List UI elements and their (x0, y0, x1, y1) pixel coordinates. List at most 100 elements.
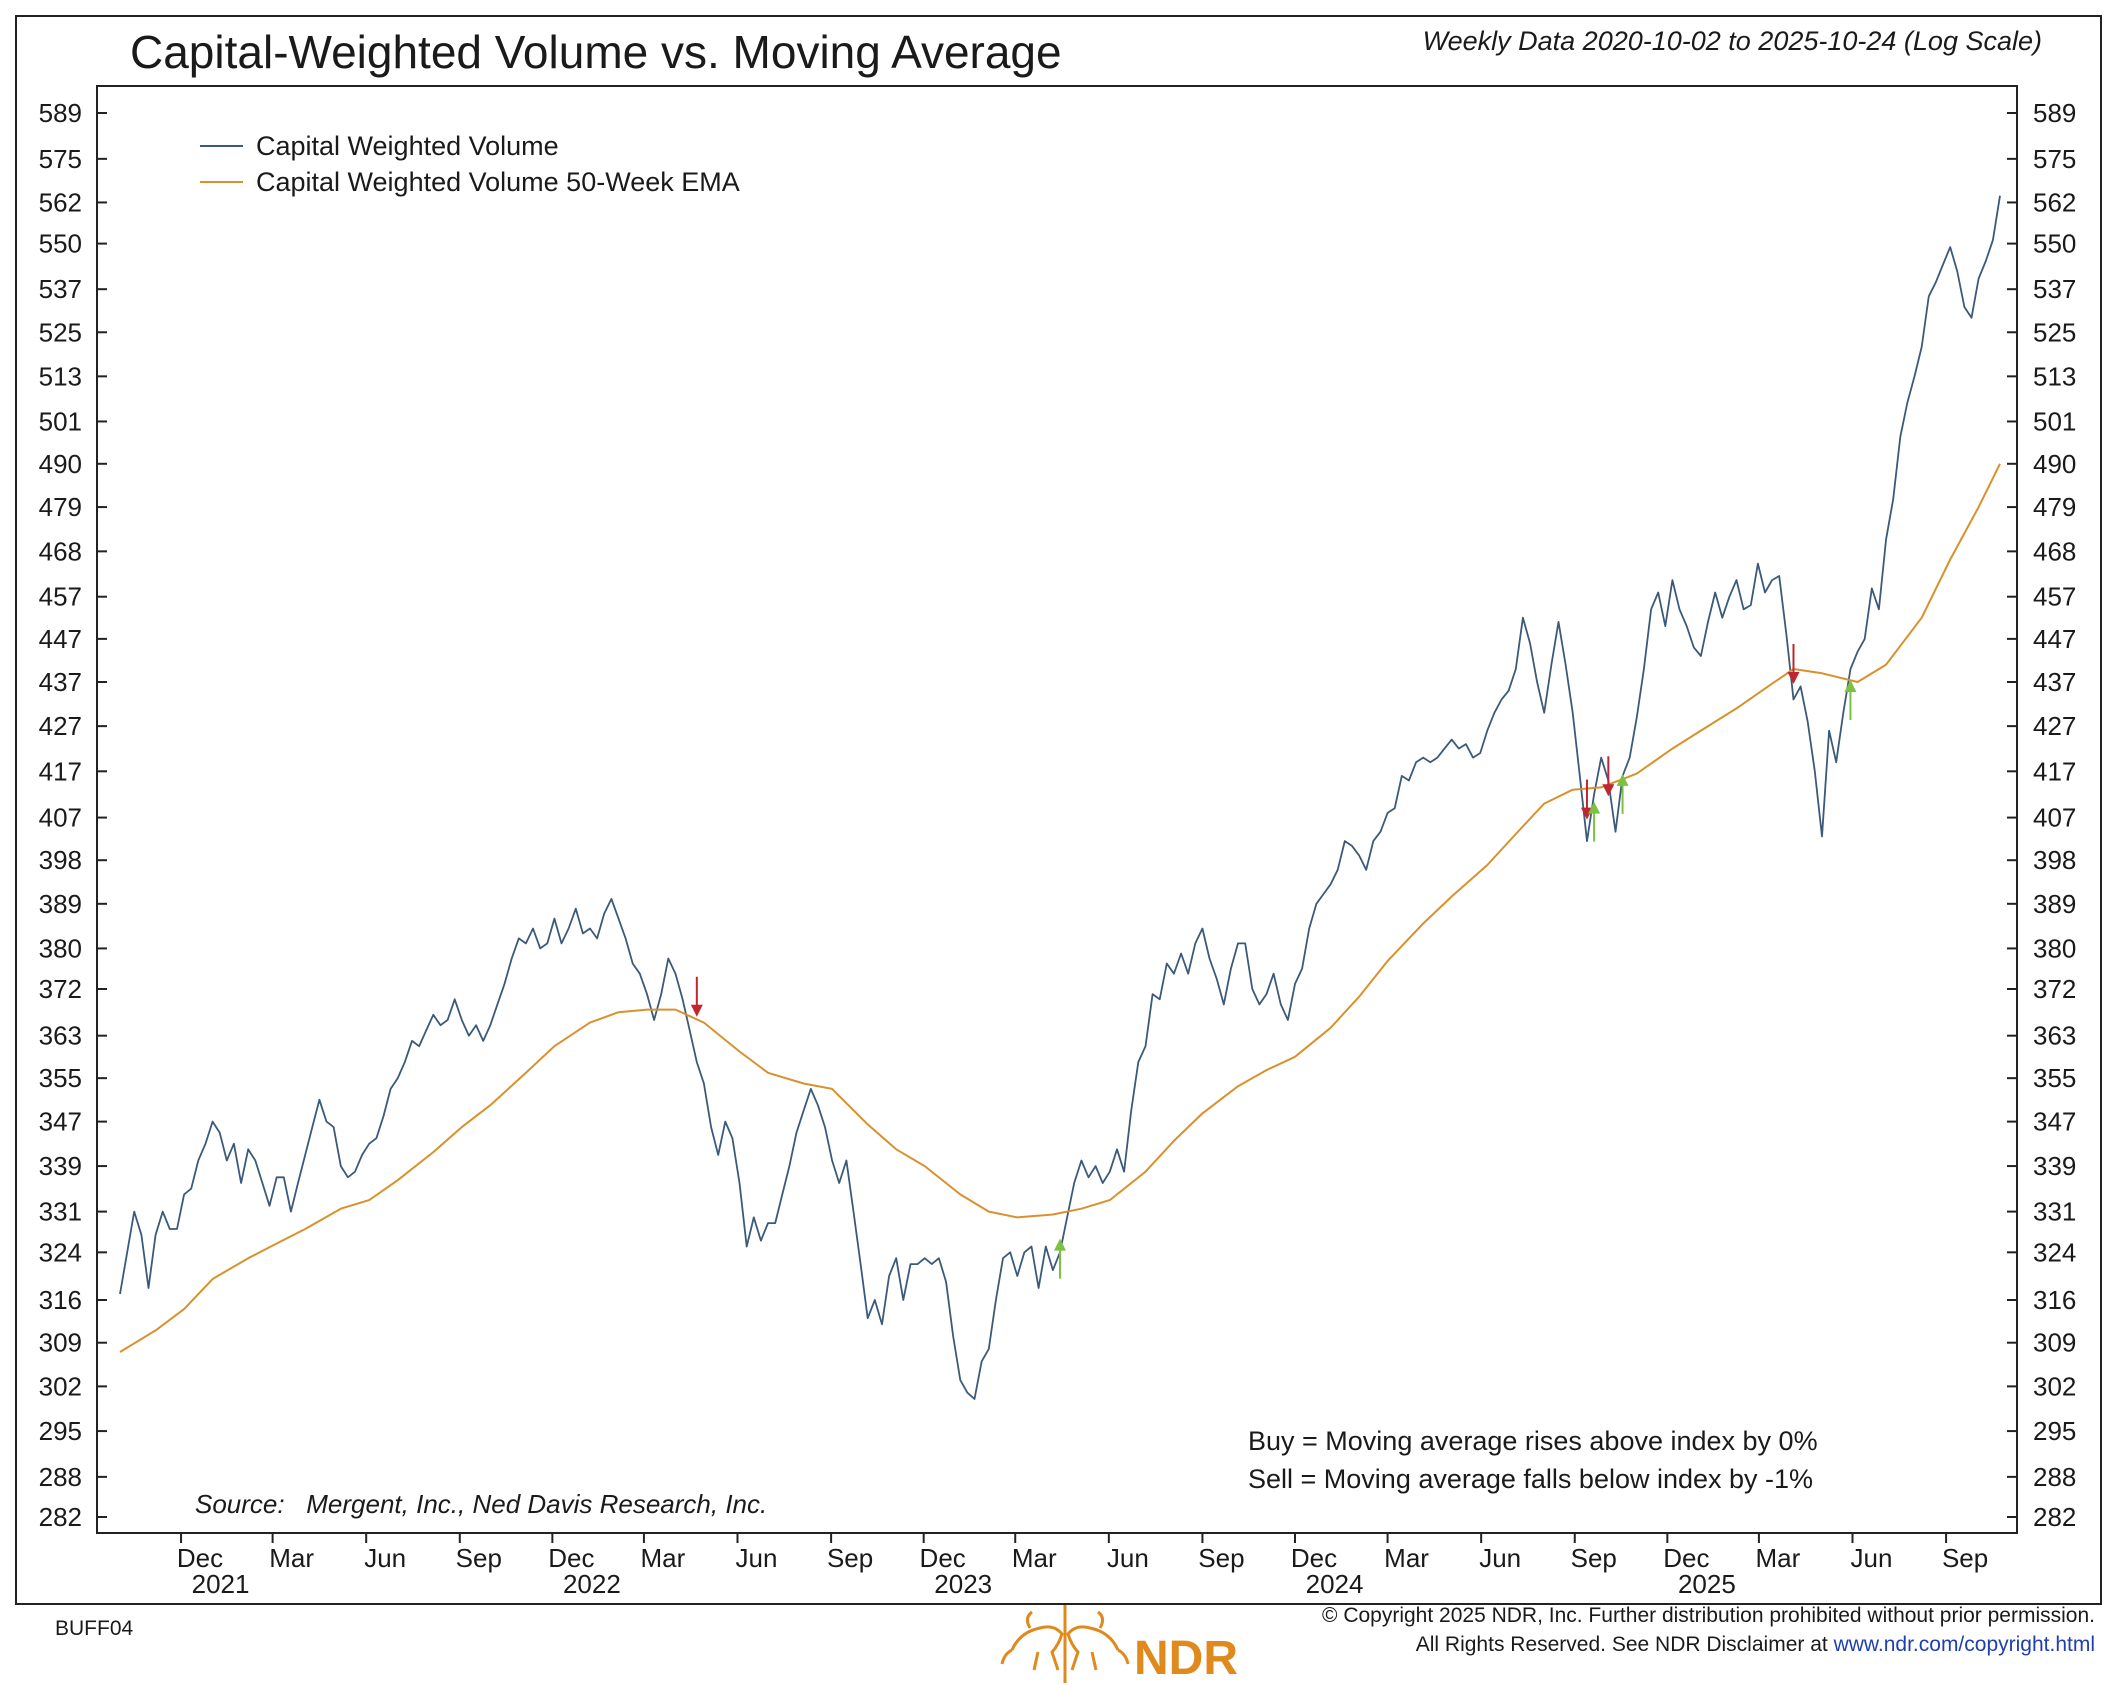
copyright-line-2: All Rights Reserved. See NDR Disclaimer … (1416, 1633, 2095, 1656)
buy-signal-arrow (1844, 680, 1857, 721)
y-tick-label-right: 347 (2033, 1107, 2076, 1137)
plot-area (96, 85, 2018, 1534)
y-tick-label-right: 575 (2033, 144, 2076, 174)
y-tick-label-left: 331 (39, 1197, 82, 1227)
y-tick-label-right: 302 (2033, 1371, 2076, 1401)
y-tick-label-right: 457 (2033, 582, 2076, 612)
x-tick-label: Mar (641, 1543, 686, 1573)
y-tick-label-left: 437 (39, 667, 82, 697)
y-tick-label-right: 407 (2033, 803, 2076, 833)
y-tick-label-left: 501 (39, 406, 82, 436)
y-tick-label-left: 295 (39, 1416, 82, 1446)
sell-signal-arrow (1787, 644, 1800, 685)
y-tick-label-right: 363 (2033, 1021, 2076, 1051)
y-tick-label-left: 468 (39, 536, 82, 566)
y-tick-label-right: 537 (2033, 274, 2076, 304)
buy-signal-arrow (1616, 773, 1629, 814)
y-tick-label-left: 282 (39, 1502, 82, 1532)
y-tick-label-left: 417 (39, 756, 82, 786)
buy-arrow-head (1616, 773, 1629, 786)
y-tick-label-right: 479 (2033, 492, 2076, 522)
y-tick-label-left: 302 (39, 1371, 82, 1401)
x-tick-label: Mar (1012, 1543, 1057, 1573)
x-tick-label: Sep (1942, 1543, 1988, 1573)
signal-layer (690, 644, 1857, 1279)
y-tick-label-left: 550 (39, 229, 82, 259)
y-tick-label-left: 398 (39, 845, 82, 875)
y-tick-label-right: 316 (2033, 1285, 2076, 1315)
x-axis: Dec Mar Jun Sep Dec Mar Jun Sep Dec Mar Jun Sep Dec M… (177, 1533, 1988, 1599)
y-tick-label-right: 282 (2033, 1502, 2076, 1532)
buy-signal-arrow (1588, 801, 1601, 842)
chart-frame (15, 15, 2102, 1605)
y-tick-label-left: 525 (39, 317, 82, 347)
y-tick-label-left: 380 (39, 933, 82, 963)
chart-subtitle: Weekly Data 2020-10-02 to 2025-10-24 (Lo… (1423, 26, 2042, 56)
x-tick-label: Sep (456, 1543, 502, 1573)
y-tick-label-left: 447 (39, 624, 82, 654)
y-tick-label-right: 589 (2033, 98, 2076, 128)
x-tick-label: Mar (1384, 1543, 1429, 1573)
y-tick-label-left: 490 (39, 449, 82, 479)
copyright-line-1: © Copyright 2025 NDR, Inc. Further distr… (1322, 1604, 2095, 1627)
y-tick-label-left: 537 (39, 274, 82, 304)
chart-code: BUFF04 (55, 1617, 134, 1640)
y-tick-label-right: 490 (2033, 449, 2076, 479)
y-tick-label-left: 457 (39, 582, 82, 612)
y-tick-label-right: 550 (2033, 229, 2076, 259)
legend-label-ema: Capital Weighted Volume 50-Week EMA (256, 167, 740, 197)
x-tick-label: Dec (177, 1543, 223, 1573)
sell-signal-arrow (1602, 756, 1615, 797)
chart-title: Capital-Weighted Volume vs. Moving Avera… (130, 26, 1062, 78)
legend-label-cwv: Capital Weighted Volume (256, 131, 559, 161)
x-tick-label: Jun (736, 1543, 778, 1573)
sell-rule-note: Sell = Moving average falls below index … (1248, 1464, 1813, 1494)
y-tick-label-left: 589 (39, 98, 82, 128)
y-tick-label-left: 575 (39, 144, 82, 174)
y-tick-label-left: 562 (39, 187, 82, 217)
y-tick-label-right: 339 (2033, 1151, 2076, 1181)
x-tick-label: Dec (920, 1543, 966, 1573)
series-line-50-week-ema (119, 463, 2001, 1353)
y-tick-label-right: 389 (2033, 889, 2076, 919)
ndr-logo-text: NDR (1134, 1632, 1238, 1685)
x-tick-label: Jun (1479, 1543, 1521, 1573)
y-tick-label-right: 501 (2033, 406, 2076, 436)
y-tick-label-right: 447 (2033, 624, 2076, 654)
copyright-text: All Rights Reserved. See NDR Disclaimer … (1416, 1633, 1828, 1656)
x-year-label: 2023 (934, 1569, 992, 1599)
y-tick-label-right: 355 (2033, 1063, 2076, 1093)
buy-signal-arrow (1054, 1238, 1066, 1279)
y-tick-label-left: 513 (39, 361, 82, 391)
sell-arrow-head (1602, 784, 1615, 797)
x-tick-label: Sep (827, 1543, 873, 1573)
x-tick-label: Mar (269, 1543, 314, 1573)
x-tick-label: Dec (1291, 1543, 1337, 1573)
x-tick-label: Jun (1107, 1543, 1149, 1573)
x-tick-label: Sep (1198, 1543, 1244, 1573)
y-tick-label-right: 513 (2033, 361, 2076, 391)
source-note: Source: Mergent, Inc., Ned Davis Researc… (195, 1489, 767, 1519)
y-tick-label-right: 525 (2033, 317, 2076, 347)
y-tick-label-left: 324 (39, 1237, 82, 1267)
x-year-label: 2022 (563, 1569, 621, 1599)
y-tick-label-right: 427 (2033, 711, 2076, 741)
x-tick-label: Jun (364, 1543, 406, 1573)
x-tick-label: Jun (1851, 1543, 1893, 1573)
y-tick-label-left: 363 (39, 1021, 82, 1051)
copyright-link[interactable]: www.ndr.com/copyright.html (1833, 1633, 2095, 1656)
y-axis: 589 589 575 575 562 562 550 550 537 537 525 525 513 5… (39, 98, 2077, 1532)
x-year-label: 2021 (192, 1569, 250, 1599)
y-tick-label-right: 437 (2033, 667, 2076, 697)
y-tick-label-left: 372 (39, 974, 82, 1004)
y-tick-label-right: 295 (2033, 1416, 2076, 1446)
sell-arrow-head (690, 1004, 703, 1017)
buy-rule-note: Buy = Moving average rises above index b… (1248, 1426, 1818, 1456)
x-year-label: 2024 (1306, 1569, 1364, 1599)
y-tick-label-right: 309 (2033, 1328, 2076, 1358)
y-tick-label-left: 389 (39, 889, 82, 919)
x-tick-label: Dec (548, 1543, 594, 1573)
buy-arrow-head (1588, 801, 1601, 814)
y-tick-label-left: 427 (39, 711, 82, 741)
